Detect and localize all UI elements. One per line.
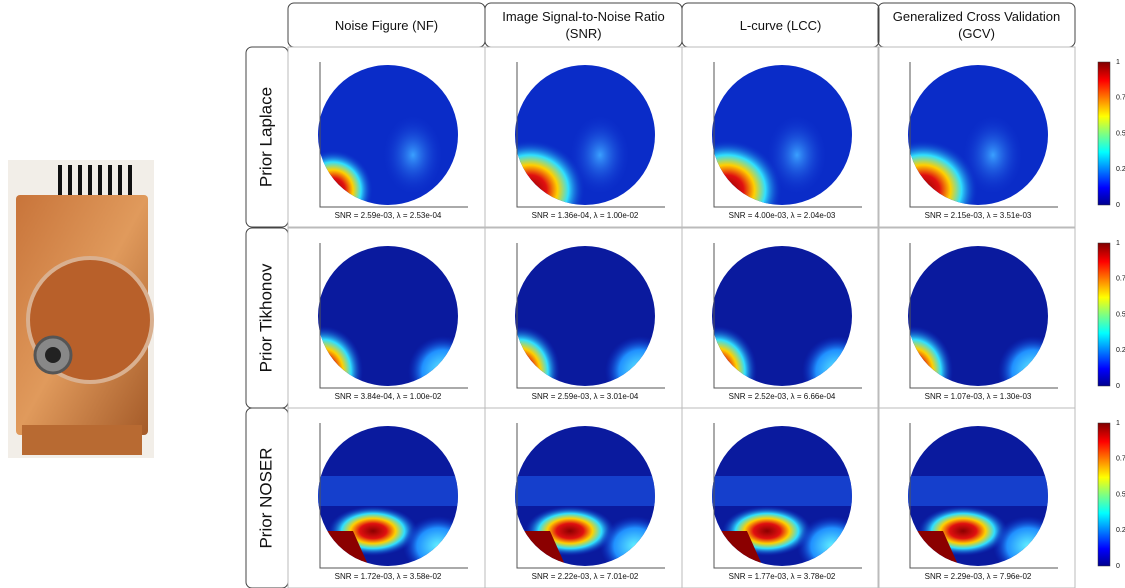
blob: [480, 326, 560, 416]
reconstruction-image: [873, 246, 1068, 416]
blob: [600, 516, 670, 576]
reconstruction-image: [702, 426, 867, 576]
blob: [797, 516, 867, 576]
blob: [403, 516, 473, 576]
blob: [672, 140, 782, 240]
colorbar: [1098, 423, 1110, 566]
colorbar: [1098, 243, 1110, 386]
blob: [873, 326, 953, 416]
blob: [677, 326, 757, 416]
colorbar-tick-label: 0.75: [1116, 456, 1125, 463]
colorbar-tick-label: 0.5: [1116, 491, 1125, 498]
blob: [868, 140, 978, 240]
row-header: Prior NOSER: [256, 447, 275, 548]
cell-caption: SNR = 3.84e-04, λ = 1.00e-02: [335, 392, 442, 401]
blob: [702, 476, 862, 506]
blob: [383, 115, 443, 195]
colorbar-tick-label: 0: [1116, 383, 1120, 390]
colorbar-tick-label: 0.25: [1116, 347, 1125, 354]
row-header: Prior Tikhonov: [256, 263, 275, 372]
colorbar-tick-label: 0.75: [1116, 95, 1125, 102]
cell-caption: SNR = 2.52e-03, λ = 6.66e-04: [729, 392, 836, 401]
blob: [505, 476, 665, 506]
cell-caption: SNR = 2.59e-03, λ = 2.53e-04: [335, 211, 442, 220]
figure: Prior Laplace SNR = 2.59e-03, λ = 2.53e-0…: [0, 0, 1125, 588]
colorbar-tick-label: 0: [1116, 563, 1120, 570]
row-header: Prior Laplace: [256, 87, 275, 187]
cell-caption: SNR = 4.00e-03, λ = 2.04e-03: [729, 211, 836, 220]
colorbar-tick-label: 1: [1116, 240, 1120, 247]
blob: [993, 516, 1063, 576]
colorbar: [1098, 62, 1110, 205]
column-header: Noise Figure (NF): [288, 3, 485, 47]
colorbar-tick-label: 0.75: [1116, 276, 1125, 283]
reconstruction-image: [677, 246, 872, 416]
cell-caption: SNR = 1.77e-03, λ = 3.78e-02: [729, 572, 836, 581]
colorbar-tick-label: 1: [1116, 420, 1120, 427]
cell-caption: SNR = 2.22e-03, λ = 7.01e-02: [532, 572, 639, 581]
colorbar-tick-label: 0.5: [1116, 311, 1125, 318]
column-header: Generalized Cross Validation (GCV): [878, 3, 1075, 47]
cell-caption: SNR = 1.07e-03, λ = 1.30e-03: [925, 392, 1032, 401]
column-header: Image Signal-to-Noise Ratio (SNR): [485, 3, 682, 47]
cell-caption: SNR = 2.15e-03, λ = 3.51e-03: [925, 211, 1032, 220]
reconstruction-image: [283, 246, 478, 416]
cell-caption: SNR = 2.59e-03, λ = 3.01e-04: [532, 392, 639, 401]
cell-caption: SNR = 1.36e-04, λ = 1.00e-02: [532, 211, 639, 220]
device-photo: [8, 160, 154, 458]
column-header: L-curve (LCC): [682, 3, 879, 47]
blob: [898, 476, 1058, 506]
reconstruction-image: [308, 426, 473, 576]
cell-caption: SNR = 2.29e-03, λ = 7.96e-02: [925, 572, 1032, 581]
blob: [308, 476, 468, 506]
colorbar-tick-label: 0.5: [1116, 130, 1125, 137]
reconstruction-image: [480, 246, 675, 416]
reconstruction-image: [898, 426, 1063, 576]
blob: [475, 140, 585, 240]
page: Prior Laplace SNR = 2.59e-03, λ = 2.53e-0…: [0, 0, 1125, 588]
reconstruction-image: [293, 65, 458, 230]
colorbar-tick-label: 1: [1116, 59, 1120, 66]
reconstruction-image: [505, 426, 670, 576]
colorbar-tick-label: 0.25: [1116, 527, 1125, 534]
colorbar-tick-label: 0: [1116, 202, 1120, 209]
colorbar-tick-label: 0.25: [1116, 166, 1125, 173]
cell-caption: SNR = 1.72e-03, λ = 3.58e-02: [335, 572, 442, 581]
blob: [283, 326, 363, 416]
